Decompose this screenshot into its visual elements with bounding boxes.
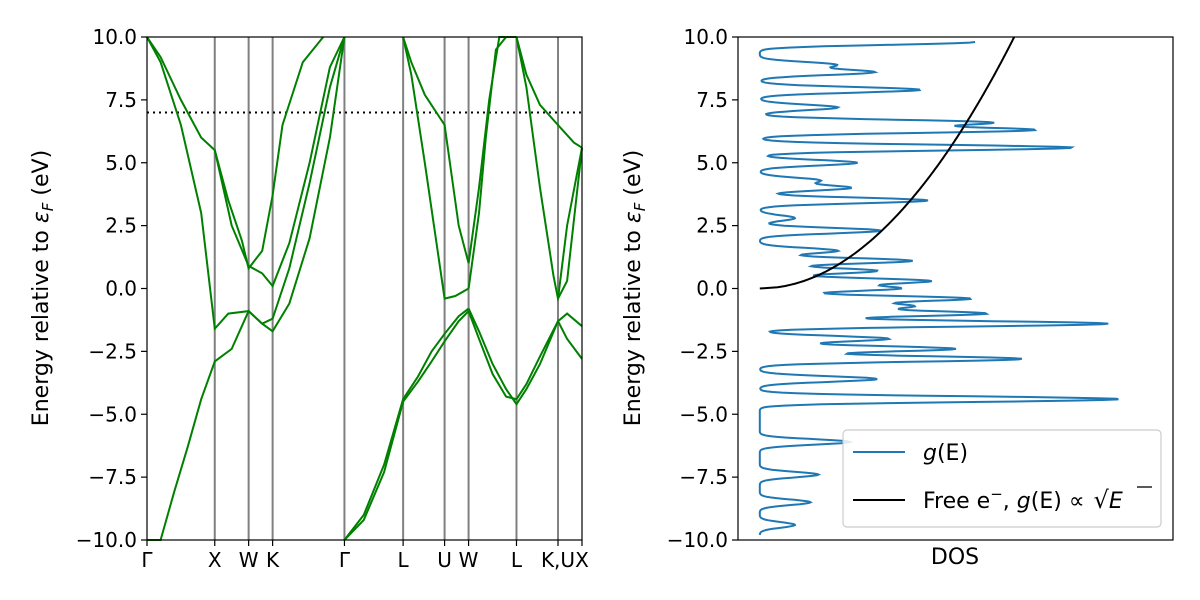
band-line — [343, 307, 470, 541]
band-y-axis-label: Energy relative to εF (eV) — [29, 150, 57, 426]
x-tick-label: X — [208, 548, 222, 572]
dos-y-tick-label: 5.0 — [696, 151, 728, 175]
y-tick-label: −10.0 — [76, 528, 137, 552]
dos-y-tick-label: 0.0 — [696, 277, 728, 301]
band-line — [402, 36, 470, 300]
y-tick-label: −2.5 — [88, 339, 137, 363]
dos-legend: g(E) Free e−, g(E) ∝ √E — [842, 429, 1162, 528]
y-tick-label: 0.0 — [105, 277, 137, 301]
band-line — [467, 310, 583, 401]
legend-label-free: Free e−, g(E) ∝ √E — [923, 485, 1123, 514]
band-x-ticks: Γ X W K Γ L U W L K,U X — [141, 540, 589, 572]
band-line — [467, 308, 583, 406]
dos-y-tick-label: 2.5 — [696, 214, 728, 238]
band-line — [402, 36, 470, 264]
y-tick-label: 7.5 — [105, 88, 137, 112]
band-line — [515, 36, 583, 149]
high-symmetry-lines — [213, 37, 560, 540]
x-tick-label: Γ — [141, 548, 153, 572]
dos-y-tick-label: 10.0 — [683, 25, 728, 49]
x-tick-label: L — [511, 548, 523, 572]
x-tick-label: U — [437, 548, 452, 572]
x-tick-label: L — [398, 548, 410, 572]
dos-y-tick-label: 7.5 — [696, 88, 728, 112]
x-tick-label: K,U — [541, 548, 575, 572]
x-tick-label: K — [266, 548, 280, 572]
dos-y-ticks: 10.0 7.5 5.0 2.5 0.0 −2.5 −5.0 −7.5 −10.0 — [667, 25, 738, 552]
legend-box — [842, 429, 1162, 528]
legend-label-dos: g(E) — [923, 441, 968, 466]
dos-y-tick-label: −10.0 — [667, 528, 728, 552]
dos-y-tick-label: −2.5 — [679, 339, 728, 363]
band-y-ticks: 10.0 7.5 5.0 2.5 0.0 −2.5 −5.0 −7.5 −10.0 — [76, 25, 147, 552]
x-tick-label: Γ — [339, 548, 351, 572]
dos-y-tick-label: −7.5 — [679, 465, 728, 489]
y-tick-label: 5.0 — [105, 151, 137, 175]
dos-x-axis-label: DOS — [931, 545, 979, 570]
dos-panel: 10.0 7.5 5.0 2.5 0.0 −2.5 −5.0 −7.5 −10.0 DOS En… — [621, 25, 1174, 570]
y-tick-label: −5.0 — [88, 402, 137, 426]
free-electron-curve — [759, 36, 1016, 290]
x-tick-label: X — [575, 548, 589, 572]
band-line — [147, 36, 346, 541]
band-line — [467, 36, 507, 289]
band-line — [146, 36, 346, 333]
x-tick-label: W — [459, 548, 479, 572]
y-tick-label: 2.5 — [105, 214, 137, 238]
band-line — [343, 310, 470, 541]
dos-y-axis-label: Energy relative to εF (eV) — [621, 150, 649, 426]
band-line — [515, 36, 583, 302]
band-lines — [146, 36, 583, 541]
dos-curve — [758, 41, 1119, 536]
x-tick-label: W — [239, 548, 259, 572]
band-line — [557, 147, 583, 299]
y-tick-label: −7.5 — [88, 465, 137, 489]
y-tick-label: 10.0 — [92, 25, 137, 49]
dos-y-tick-label: −5.0 — [679, 402, 728, 426]
band-line — [213, 36, 324, 271]
band-plot-area — [147, 37, 582, 540]
